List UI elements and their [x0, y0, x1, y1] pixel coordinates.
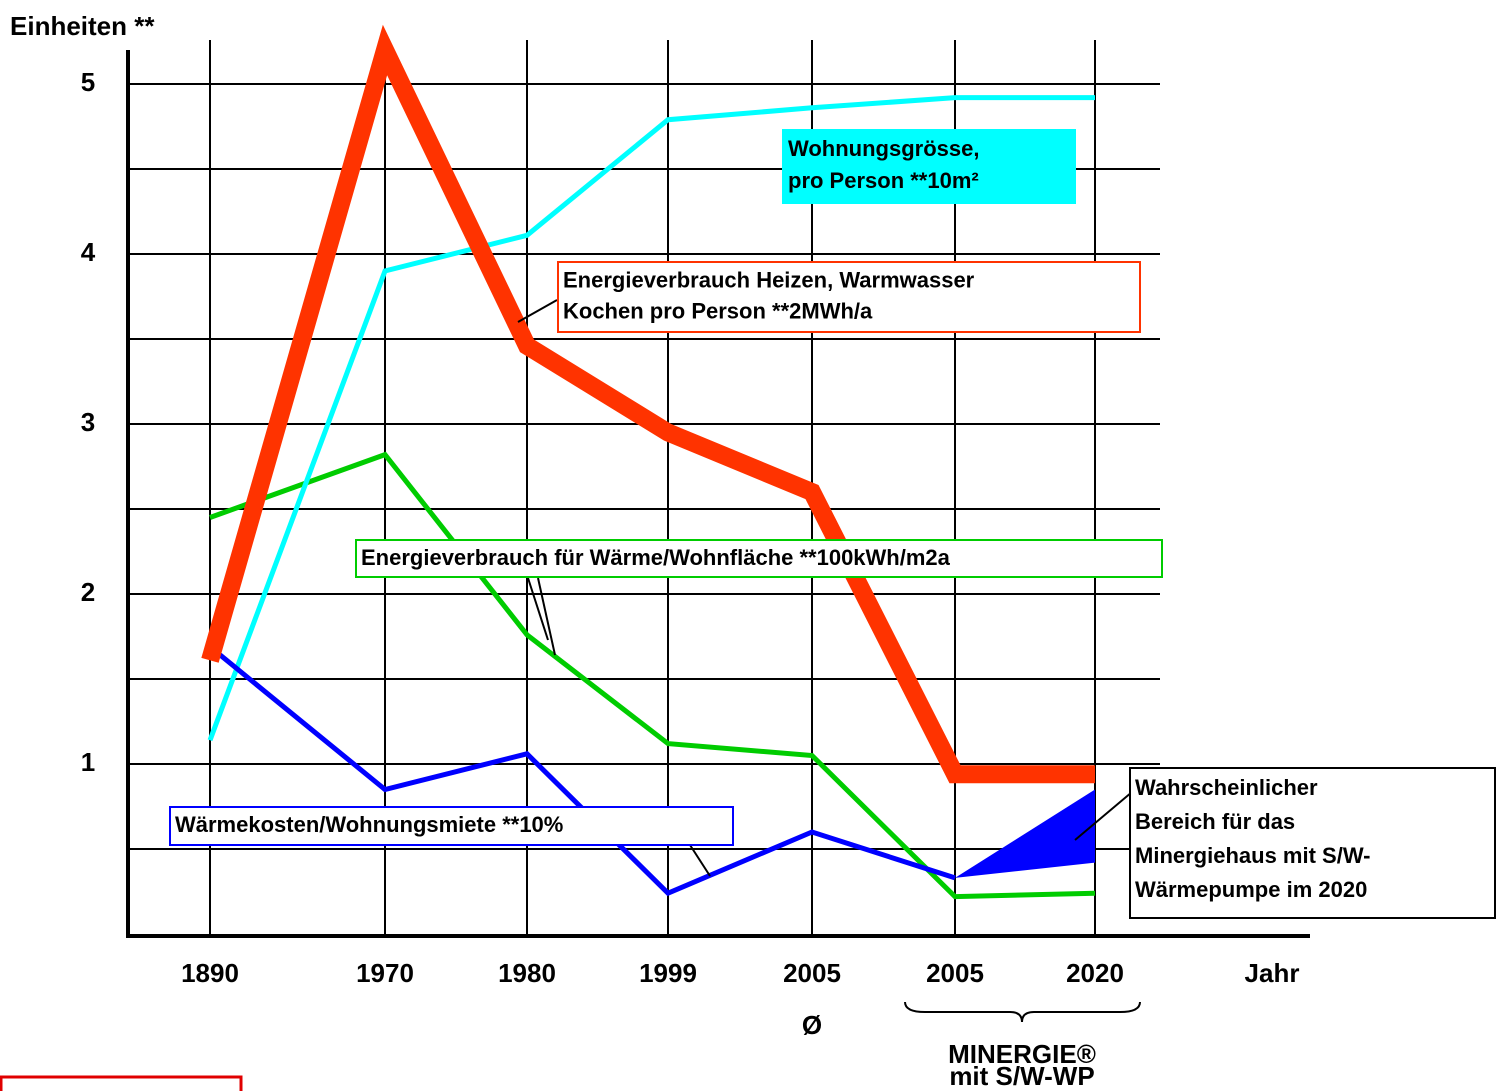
series-label-text: Wärmekosten/Wohnungsmiete **10% — [175, 812, 563, 837]
leader-line — [1074, 791, 1133, 841]
range-label-box — [1129, 767, 1496, 919]
series-label-text: Energieverbrauch Heizen, Warmwasser — [563, 267, 975, 292]
leader-line — [537, 577, 556, 656]
y-tick-label: 5 — [81, 67, 95, 97]
series-line — [209, 451, 1096, 900]
x-tick-label: 2005 — [783, 958, 841, 988]
range-label-text: Bereich für das — [1135, 809, 1295, 834]
series-label-text: pro Person **10m² — [788, 168, 979, 193]
series-label-box — [169, 806, 734, 846]
y-tick-label: 4 — [81, 237, 96, 267]
x-axis-label: Jahr — [1245, 958, 1300, 988]
leader-line — [517, 299, 558, 323]
x-tick-label: 2020 — [1066, 958, 1124, 988]
series-label-box — [557, 261, 1141, 333]
series-label-text: Energieverbrauch für Wärme/Wohnfläche **… — [361, 545, 951, 570]
y-tick-label: 2 — [81, 577, 95, 607]
series-label-text: Wohnungsgrösse, — [788, 136, 980, 161]
range-area — [955, 789, 1095, 878]
series-line — [208, 644, 956, 897]
x-tick-note: Ø — [802, 1010, 822, 1040]
group-label: MINERGIE® — [948, 1039, 1096, 1069]
leader-line — [527, 577, 549, 641]
series-label-box — [782, 129, 1076, 204]
y-axis-label: Einheiten ** — [10, 11, 155, 41]
x-tick-label: 1980 — [498, 958, 556, 988]
leader-line — [689, 844, 711, 877]
x-tick-label: 1890 — [181, 958, 239, 988]
range-label-text: Wärmepumpe im 2020 — [1135, 877, 1367, 902]
y-tick-label: 3 — [81, 407, 95, 437]
logo-frame — [0, 1075, 243, 1091]
series-line — [207, 95, 1095, 742]
x-tick-label: 1970 — [356, 958, 414, 988]
y-tick-label: 1 — [81, 747, 95, 777]
series-label-text: Kochen pro Person **2MWh/a — [563, 298, 873, 323]
series-line — [201, 24, 1095, 784]
brace — [904, 1001, 1141, 1023]
range-label-text: Minergiehaus mit S/W- — [1135, 843, 1370, 868]
group-label: mit S/W-WP — [949, 1061, 1094, 1091]
series-label-box — [355, 539, 1163, 578]
range-label-text: Wahrscheinlicher — [1135, 775, 1318, 800]
x-tick-label: 2005 — [926, 958, 984, 988]
x-tick-label: 1999 — [639, 958, 697, 988]
